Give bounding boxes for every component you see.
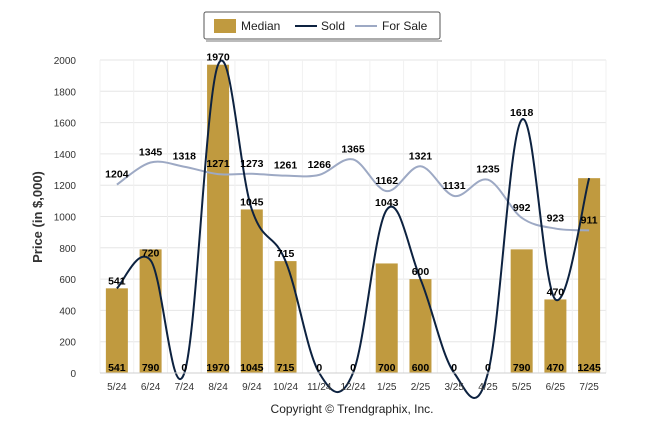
bar-value-label: 0 bbox=[451, 362, 457, 374]
median-bars bbox=[105, 64, 601, 373]
legend-median-swatch bbox=[214, 19, 236, 33]
bar-value-label: 0 bbox=[181, 362, 187, 374]
y-tick-label: 1000 bbox=[54, 213, 77, 224]
median-bar bbox=[544, 299, 567, 373]
bar-value-label: 1970 bbox=[206, 362, 230, 374]
legend-frame bbox=[203, 11, 441, 40]
sold-value-label: 1045 bbox=[240, 196, 264, 208]
legend-for-sale-label: For Sale bbox=[382, 19, 428, 33]
median-bar bbox=[240, 209, 263, 373]
bar-value-label: 541 bbox=[108, 362, 126, 374]
for-sale-value-label: 1273 bbox=[240, 158, 264, 170]
legend: Median Sold For Sale bbox=[203, 11, 442, 42]
x-tick-label: 1/25 bbox=[377, 382, 397, 393]
sold-value-label: 1970 bbox=[206, 52, 230, 64]
median-bar bbox=[105, 288, 128, 373]
median-bar bbox=[375, 263, 398, 373]
y-tick-label: 600 bbox=[59, 275, 76, 286]
for-sale-value-label: 1162 bbox=[375, 175, 398, 187]
data-labels: 541 790 0 1970 1045 715 0 0 700 600 0 0 790 470 1245 54… bbox=[105, 52, 601, 374]
y-tick-label: 1400 bbox=[54, 150, 77, 161]
median-bar bbox=[139, 249, 162, 373]
x-tick-label: 5/25 bbox=[512, 382, 532, 393]
median-bar bbox=[207, 64, 230, 373]
median-bar bbox=[274, 261, 297, 373]
y-axis-label: Price (in $,000) bbox=[30, 171, 45, 263]
for-sale-value-label: 1261 bbox=[274, 160, 298, 172]
y-tick-label: 800 bbox=[59, 244, 76, 255]
x-tick-label: 9/24 bbox=[242, 382, 262, 393]
sold-value-label: 470 bbox=[547, 286, 565, 298]
for-sale-value-label: 1204 bbox=[105, 169, 129, 181]
y-tick-label: 1600 bbox=[54, 119, 77, 130]
y-tick-label: 200 bbox=[59, 338, 76, 349]
y-tick-label: 0 bbox=[70, 369, 76, 380]
bar-value-label: 1245 bbox=[577, 362, 601, 374]
for-sale-value-label: 1131 bbox=[443, 180, 466, 192]
for-sale-value-label: 992 bbox=[513, 202, 531, 214]
bar-value-label: 0 bbox=[350, 362, 356, 374]
axes: 0 200 400 600 800 1000 1200 1400 1600 1800 2000 5/2… bbox=[54, 56, 606, 393]
copyright-credit: Copyright © Trendgraphix, Inc. bbox=[271, 402, 434, 416]
for-sale-value-label: 1321 bbox=[409, 150, 433, 162]
median-bar bbox=[578, 178, 601, 373]
for-sale-value-label: 1365 bbox=[341, 143, 365, 155]
gridlines bbox=[99, 59, 607, 374]
bar-value-label: 470 bbox=[547, 362, 565, 374]
x-tick-label: 7/24 bbox=[175, 382, 195, 393]
sold-value-label: 1043 bbox=[375, 197, 399, 209]
x-tick-label: 5/24 bbox=[107, 382, 127, 393]
for-sale-value-label: 923 bbox=[547, 213, 565, 225]
bar-value-label: 700 bbox=[378, 362, 396, 374]
x-tick-label: 6/25 bbox=[546, 382, 566, 393]
bar-value-label: 790 bbox=[142, 362, 160, 374]
median-bar bbox=[409, 279, 432, 373]
x-tick-label: 10/24 bbox=[273, 382, 298, 393]
sold-value-label: 720 bbox=[142, 247, 160, 259]
y-tick-label: 2000 bbox=[54, 56, 77, 67]
for-sale-value-label: 1266 bbox=[308, 159, 332, 171]
sold-value-label: 600 bbox=[412, 266, 430, 278]
for-sale-value-label: 1235 bbox=[476, 164, 500, 176]
bar-value-label: 715 bbox=[277, 362, 295, 374]
for-sale-value-label: 1345 bbox=[139, 147, 163, 159]
x-tick-label: 3/25 bbox=[444, 382, 464, 393]
median-bar bbox=[510, 249, 533, 373]
bar-value-label: 600 bbox=[412, 362, 430, 374]
x-tick-label: 12/24 bbox=[340, 382, 365, 393]
x-tick-label: 11/24 bbox=[307, 382, 332, 393]
sold-value-label: 715 bbox=[277, 248, 295, 260]
bar-value-label: 0 bbox=[485, 362, 491, 374]
bar-value-label: 790 bbox=[513, 362, 531, 374]
sold-line bbox=[116, 59, 591, 400]
x-tick-label: 4/25 bbox=[478, 382, 498, 393]
bar-value-label: 1045 bbox=[240, 362, 264, 374]
for-sale-value-label: 911 bbox=[581, 214, 598, 226]
y-tick-label: 1800 bbox=[54, 87, 77, 98]
legend-sold-label: Sold bbox=[321, 19, 345, 33]
y-tick-label: 1200 bbox=[54, 181, 77, 192]
x-tick-label: 7/25 bbox=[579, 382, 599, 393]
bar-value-label: 0 bbox=[316, 362, 322, 374]
for-sale-line bbox=[116, 158, 590, 232]
x-tick-label: 6/24 bbox=[141, 382, 161, 393]
for-sale-value-label: 1318 bbox=[173, 151, 197, 163]
series-lines bbox=[116, 59, 591, 400]
for-sale-value-label: 1271 bbox=[206, 158, 230, 170]
legend-median-label: Median bbox=[241, 19, 280, 33]
sold-value-label: 1618 bbox=[510, 107, 534, 119]
x-tick-label: 8/24 bbox=[208, 382, 228, 393]
sold-value-label: 541 bbox=[108, 275, 126, 287]
x-tick-label: 2/25 bbox=[411, 382, 431, 393]
y-tick-label: 400 bbox=[59, 306, 76, 317]
